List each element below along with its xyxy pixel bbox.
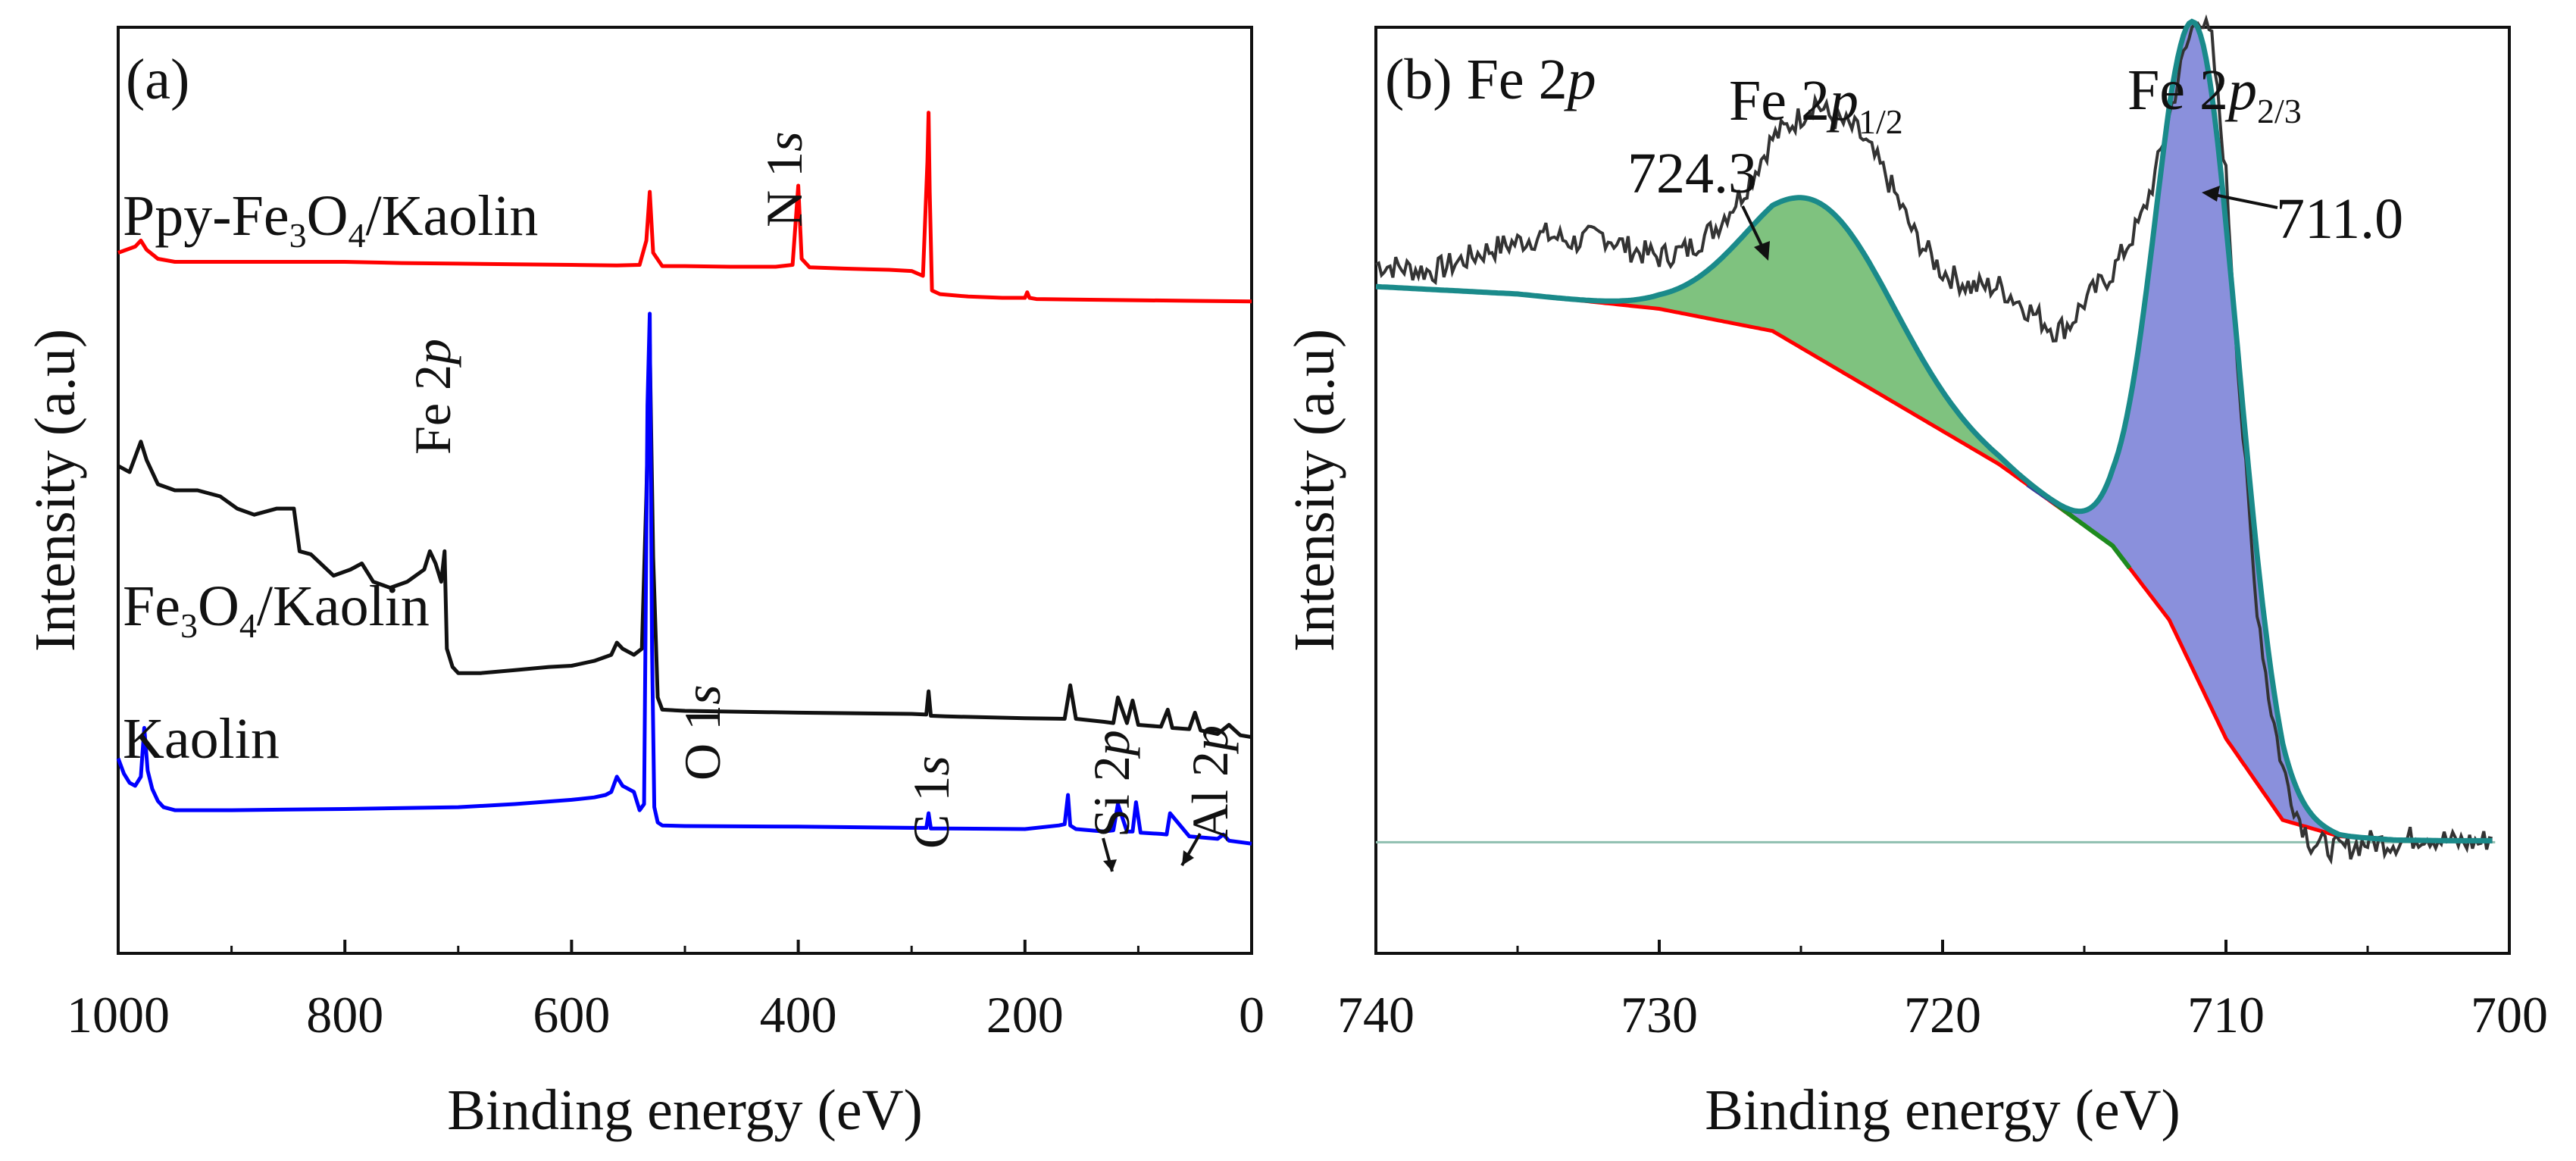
panel-b-ylabel: Intensity (a.u) (1283, 329, 1346, 652)
annotation-c1s: C 1s (902, 756, 960, 849)
series-line-0 (117, 111, 1252, 304)
legend-kaolin: Kaolin (123, 707, 280, 771)
arrow-711 (2210, 192, 2278, 209)
panel-b: 740 730 720 710 700 (b) Fe 2p Fe 2p1/2 Fe 2p… (1283, 14, 2548, 1142)
annotation-fe2p: Fe 2p (404, 339, 461, 455)
panel-a-xtick-label: 400 (760, 986, 837, 1044)
panel-a-xtick-label: 1000 (67, 986, 170, 1044)
background-line (1375, 284, 2493, 843)
panel-a-label: (a) (126, 48, 189, 111)
peak-label-fe2p12: Fe 2p1/2 (1729, 69, 1903, 141)
envelope-line (1375, 18, 2493, 843)
panel-a-xlabel: Binding energy (eV) (447, 1078, 923, 1142)
series-line-2 (116, 311, 1252, 846)
annotation-o1s: O 1s (674, 684, 731, 781)
panel-a-xtick-label: 800 (306, 986, 383, 1044)
panel-b-xtick-label: 700 (2471, 986, 2548, 1044)
peak-label-fe2p23: Fe 2p2/3 (2127, 58, 2302, 130)
panel-a-xtick-label: 600 (533, 986, 610, 1044)
panel-b-plot (1375, 14, 2496, 865)
si2p-arrowhead (1103, 859, 1117, 872)
peak-fill-1 (2027, 21, 2368, 838)
panel-a: 1000 800 600 400 200 0 (a) Ppy-Fe3O4/Kaolin F… (23, 26, 1265, 1142)
legend-fe3o4-kaolin: Fe3O4/Kaolin (123, 574, 430, 645)
annotation-al2p: Al 2p (1181, 725, 1239, 841)
panel-b-xtick-label: 720 (1904, 986, 1981, 1044)
panel-b-xtick-label: 740 (1337, 986, 1415, 1044)
panel-a-curves (116, 111, 1252, 846)
peak-value-711: 711.0 (2276, 187, 2403, 251)
panel-b-xtick-label: 710 (2187, 986, 2265, 1044)
panel-a-xticks: 1000 800 600 400 200 0 (67, 940, 1265, 1044)
annotation-si2p: Si 2p (1083, 730, 1140, 837)
panel-b-title: (b) Fe 2p (1385, 48, 1596, 111)
raw-data-line (1375, 14, 2493, 865)
panel-a-xtick-label: 200 (986, 986, 1064, 1044)
arrowhead-711 (2202, 186, 2220, 202)
legend-ppy-fe3o4-kaolin: Ppy-Fe3O4/Kaolin (123, 184, 538, 255)
arrowhead-724 (1754, 241, 1770, 261)
panel-a-xtick-label: 0 (1239, 986, 1265, 1044)
annotation-n1s: N 1s (755, 131, 813, 227)
panel-b-xtick-label: 730 (1621, 986, 1698, 1044)
panel-b-xlabel: Binding energy (eV) (1705, 1078, 2181, 1142)
panel-a-frame (117, 26, 1253, 955)
panel-b-frame (1374, 26, 2511, 955)
panel-b-xticks: 740 730 720 710 700 (1337, 940, 2548, 1044)
peak-fill-0 (1512, 197, 2130, 568)
peak-value-724: 724.3 (1627, 142, 1757, 205)
panel-a-ylabel: Intensity (a.u) (23, 329, 87, 652)
al2p-arrowhead (1182, 850, 1194, 865)
series-line-1 (117, 342, 1252, 740)
